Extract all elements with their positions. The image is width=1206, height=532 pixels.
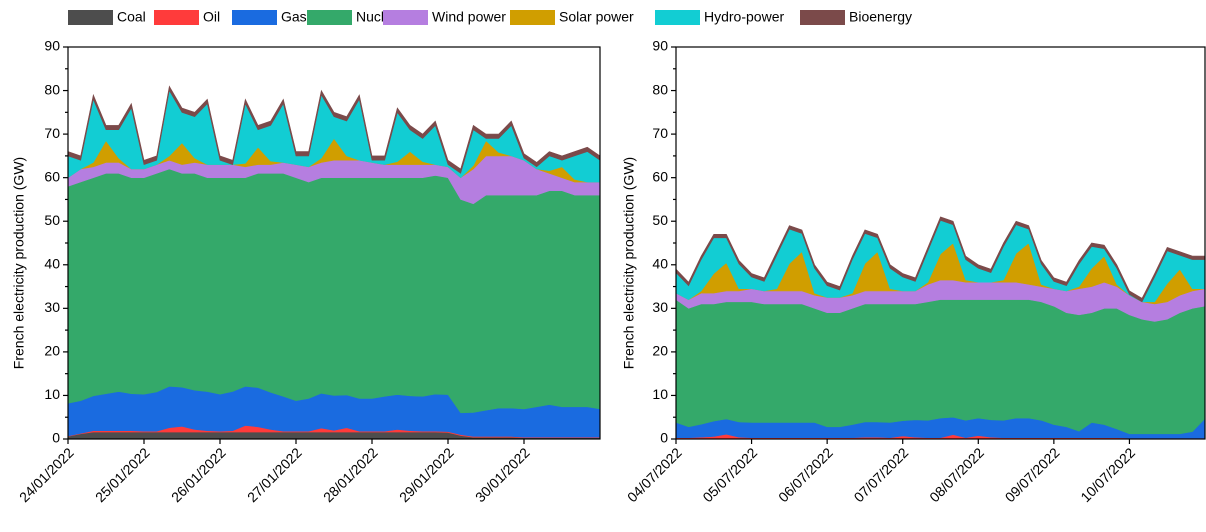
- y-axis-label: French electricity production (GW): [11, 157, 27, 369]
- legend-swatch: [383, 10, 428, 25]
- x-tick-label: 30/01/2022: [472, 444, 533, 505]
- legend-label: Hydro-power: [704, 9, 784, 25]
- legend-swatch: [510, 10, 555, 25]
- y-tick-label: 60: [44, 168, 60, 184]
- x-tick-label: 24/01/2022: [16, 444, 77, 505]
- plot-area: [675, 216, 1206, 440]
- y-tick-label: 80: [652, 81, 668, 97]
- y-tick-label: 20: [652, 343, 668, 359]
- y-tick-label: 70: [44, 125, 60, 141]
- x-tick-label: 25/01/2022: [92, 444, 153, 505]
- x-tick-label: 28/01/2022: [320, 444, 381, 505]
- x-tick-label: 09/07/2022: [1002, 444, 1063, 505]
- area-3: [675, 299, 1206, 435]
- y-tick-label: 40: [44, 255, 60, 271]
- legend-swatch: [307, 10, 352, 25]
- x-tick-label: 06/07/2022: [775, 444, 836, 505]
- x-tick-label: 08/07/2022: [926, 444, 987, 505]
- x-tick-label: 27/01/2022: [244, 444, 305, 505]
- y-tick-label: 30: [652, 299, 668, 315]
- y-tick-label: 10: [652, 386, 668, 402]
- x-tick-label: 10/07/2022: [1077, 444, 1138, 505]
- y-tick-label: 0: [52, 430, 60, 446]
- y-tick-label: 50: [652, 212, 668, 228]
- y-tick-label: 50: [44, 212, 60, 228]
- y-axis-label: French electricity production (GW): [621, 157, 637, 369]
- y-tick-label: 90: [652, 38, 668, 54]
- legend-label: Wind power: [432, 9, 506, 25]
- x-tick-label: 07/07/2022: [851, 444, 912, 505]
- legend-label: Oil: [203, 9, 220, 25]
- legend-label: Bioenergy: [849, 9, 912, 25]
- y-tick-label: 60: [652, 168, 668, 184]
- x-tick-label: 26/01/2022: [168, 444, 229, 505]
- y-tick-label: 20: [44, 343, 60, 359]
- x-tick-label: 04/07/2022: [624, 444, 685, 505]
- x-tick-label: 05/07/2022: [699, 444, 760, 505]
- y-tick-label: 0: [660, 430, 668, 446]
- legend-swatch: [800, 10, 845, 25]
- y-tick-label: 10: [44, 386, 60, 402]
- legend-swatch: [655, 10, 700, 25]
- legend-label: Coal: [117, 9, 146, 25]
- y-tick-label: 90: [44, 38, 60, 54]
- legend-swatch: [232, 10, 277, 25]
- plot-area: [67, 85, 601, 440]
- y-tick-label: 40: [652, 255, 668, 271]
- legend-swatch: [68, 10, 113, 25]
- legend-label: Gas: [281, 9, 307, 25]
- y-tick-label: 80: [44, 81, 60, 97]
- x-tick-label: 29/01/2022: [396, 444, 457, 505]
- area-3: [67, 168, 601, 414]
- legend-swatch: [154, 10, 199, 25]
- legend-label: Solar power: [559, 9, 634, 25]
- y-tick-label: 70: [652, 125, 668, 141]
- y-tick-label: 30: [44, 299, 60, 315]
